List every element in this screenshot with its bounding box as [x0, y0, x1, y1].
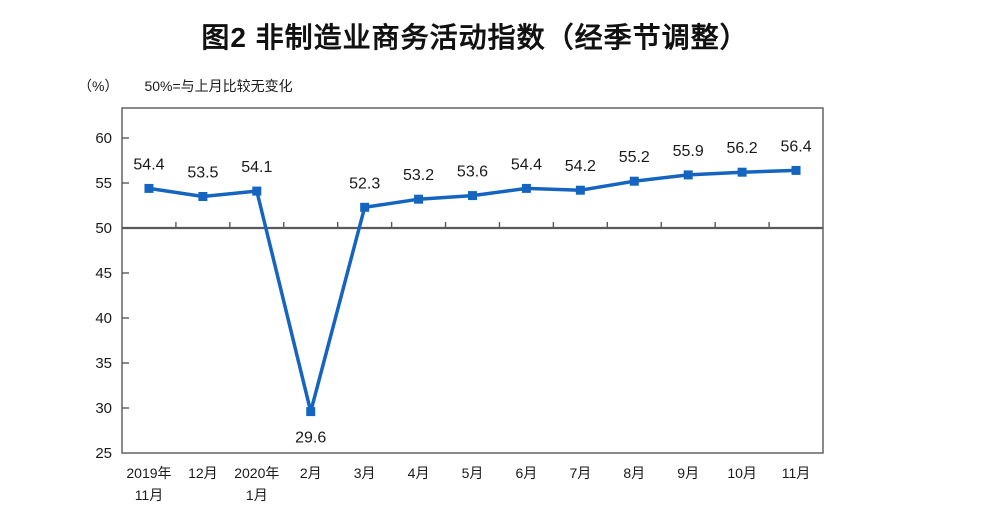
x-axis-label: 4月 [408, 465, 430, 481]
y-axis-label: 55 [95, 175, 112, 192]
data-label: 52.3 [349, 175, 380, 192]
x-axis-label: 8月 [623, 465, 645, 481]
x-axis-label: 11月 [782, 465, 811, 481]
x-axis-label: 11月 [135, 487, 164, 503]
reference-line-note: 50%=与上月比较无变化 [144, 78, 293, 94]
x-axis-label: 1月 [246, 487, 268, 503]
data-label: 55.9 [673, 143, 704, 160]
data-point-marker [737, 167, 747, 177]
data-point-marker [468, 191, 477, 201]
x-axis-label: 2020年 [234, 465, 279, 481]
plot-frame [121, 107, 824, 454]
data-label: 56.4 [780, 138, 811, 155]
data-label: 56.2 [727, 140, 758, 157]
data-point-marker [360, 202, 370, 212]
data-label: 54.2 [565, 158, 596, 175]
x-axis-label: 12月 [188, 465, 218, 481]
y-axis-label: 30 [95, 400, 112, 417]
x-axis-label: 2月 [300, 465, 322, 481]
y-axis-label: 40 [95, 310, 112, 327]
data-point-marker [521, 183, 531, 193]
data-point-marker [575, 185, 585, 195]
data-point-marker [306, 407, 316, 417]
data-point-marker [252, 186, 262, 196]
data-label: 54.4 [133, 156, 164, 173]
data-label: 29.6 [295, 430, 326, 447]
data-label: 53.2 [403, 167, 434, 184]
data-point-marker [414, 194, 424, 204]
y-axis-label: 60 [95, 130, 112, 147]
data-label: 53.6 [457, 164, 488, 181]
data-point-marker [629, 176, 639, 186]
axis-note: （%） 50%=与上月比较无变化 [78, 76, 293, 96]
data-label: 54.1 [241, 159, 272, 176]
x-axis-label: 10月 [727, 465, 757, 481]
y-axis-label: 50 [95, 220, 112, 237]
data-label: 54.4 [511, 156, 542, 173]
x-axis-label: 5月 [462, 465, 484, 481]
data-point-marker [791, 165, 801, 175]
series-line [148, 168, 797, 413]
x-axis-label: 9月 [677, 465, 699, 481]
y-axis-label: 45 [95, 265, 112, 282]
data-label: 55.2 [619, 149, 650, 166]
x-axis-label: 7月 [569, 465, 591, 481]
data-point-marker [198, 192, 208, 201]
y-axis-label: 35 [95, 355, 112, 372]
y-axis-label: 25 [95, 445, 112, 462]
y-axis-unit-label: （%） [78, 78, 119, 94]
data-point-marker [683, 170, 693, 180]
x-axis-label: 2019年 [126, 465, 171, 481]
data-point-marker [144, 183, 154, 193]
chart-title: 图2 非制造业商务活动指数（经季节调整） [201, 22, 749, 53]
x-axis-label: 6月 [516, 465, 538, 481]
x-axis-label: 3月 [354, 465, 376, 481]
data-label: 53.5 [187, 165, 218, 182]
